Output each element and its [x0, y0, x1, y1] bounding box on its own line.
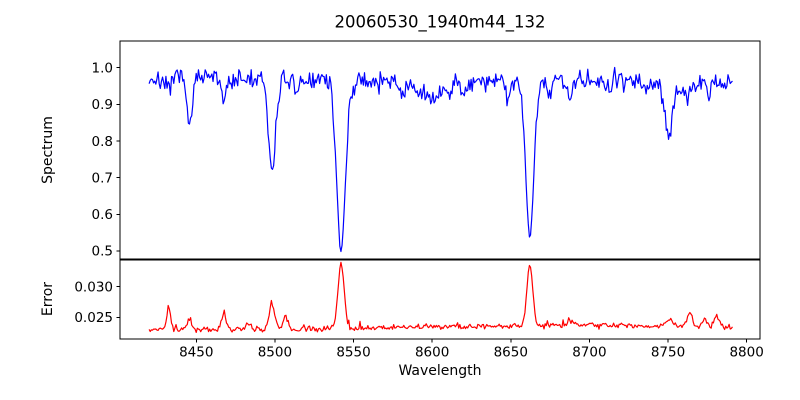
y-tick-label: 0.5: [92, 244, 113, 260]
x-axis-label: Wavelength: [398, 363, 482, 379]
spectrum-y-ticks: 0.5 0.6 0.7 0.8 0.9 1.0: [92, 61, 120, 260]
spectrum-axes-frame: [119, 40, 761, 260]
error-line: [148, 261, 733, 334]
x-tick-label: 8650: [494, 345, 528, 361]
error-panel: 0.025 0.030 8450 8500 8550 8600 8650 8700 8750 88…: [74, 259, 764, 361]
spectrum-line: [148, 66, 733, 253]
x-tick-label: 8500: [258, 345, 292, 361]
x-tick-label: 8600: [415, 345, 449, 361]
spectrum-panel: 0.5 0.6 0.7 0.8 0.9 1.0: [92, 40, 761, 260]
chart-title: 20060530_1940m44_132: [334, 12, 546, 32]
y-tick-label: 0.025: [74, 310, 113, 326]
x-tick-label: 8800: [729, 345, 763, 361]
x-tick-label: 8750: [651, 345, 685, 361]
x-tick-label: 8450: [179, 345, 213, 361]
y-tick-label: 0.030: [74, 279, 113, 295]
error-axes-frame: [119, 259, 761, 340]
y-tick-label: 0.6: [92, 207, 113, 223]
x-tick-label: 8700: [572, 345, 606, 361]
error-y-axis-label: Error: [40, 281, 56, 317]
x-tick-label: 8550: [336, 345, 370, 361]
y-tick-label: 1.0: [92, 61, 113, 77]
error-y-ticks: 0.025 0.030: [74, 279, 120, 326]
x-ticks: 8450 8500 8550 8600 8650 8700 8750 8800: [179, 339, 764, 361]
y-tick-label: 0.8: [92, 134, 113, 150]
y-tick-label: 0.7: [92, 170, 113, 186]
y-tick-label: 0.9: [92, 97, 113, 113]
spectrum-y-axis-label: Spectrum: [40, 116, 56, 184]
